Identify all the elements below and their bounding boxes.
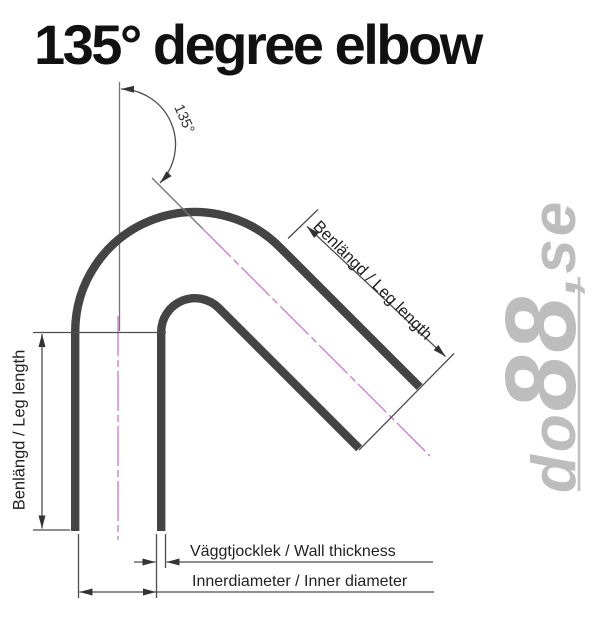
wall-thickness-label: Väggtjocklek / Wall thickness — [190, 543, 396, 560]
watermark-tld: ,se — [520, 199, 589, 295]
page-title: 135° degree elbow — [34, 13, 484, 76]
angle-dimension-arc — [120, 85, 177, 184]
diagonal-axis-extension-line — [151, 177, 203, 229]
right-leg-centerline — [202, 228, 431, 457]
watermark-name: do — [520, 411, 589, 493]
diagonal-start-extension-line — [287, 209, 319, 239]
pipe-outer-wall — [70, 207, 423, 531]
diagonal-end-extension-line — [358, 353, 455, 451]
left-leg-length-label: Benlängd / Leg length — [11, 350, 29, 511]
do88-watermark-logo: do88,se — [485, 199, 597, 493]
inner-diameter-label: Innerdiameter / Inner diameter — [192, 573, 408, 590]
pipe-inner-wall — [157, 294, 363, 531]
diagonal-leg-length-label: Benlängd / Leg length — [309, 217, 435, 343]
diagonal-leg-dimension-line — [306, 226, 446, 357]
